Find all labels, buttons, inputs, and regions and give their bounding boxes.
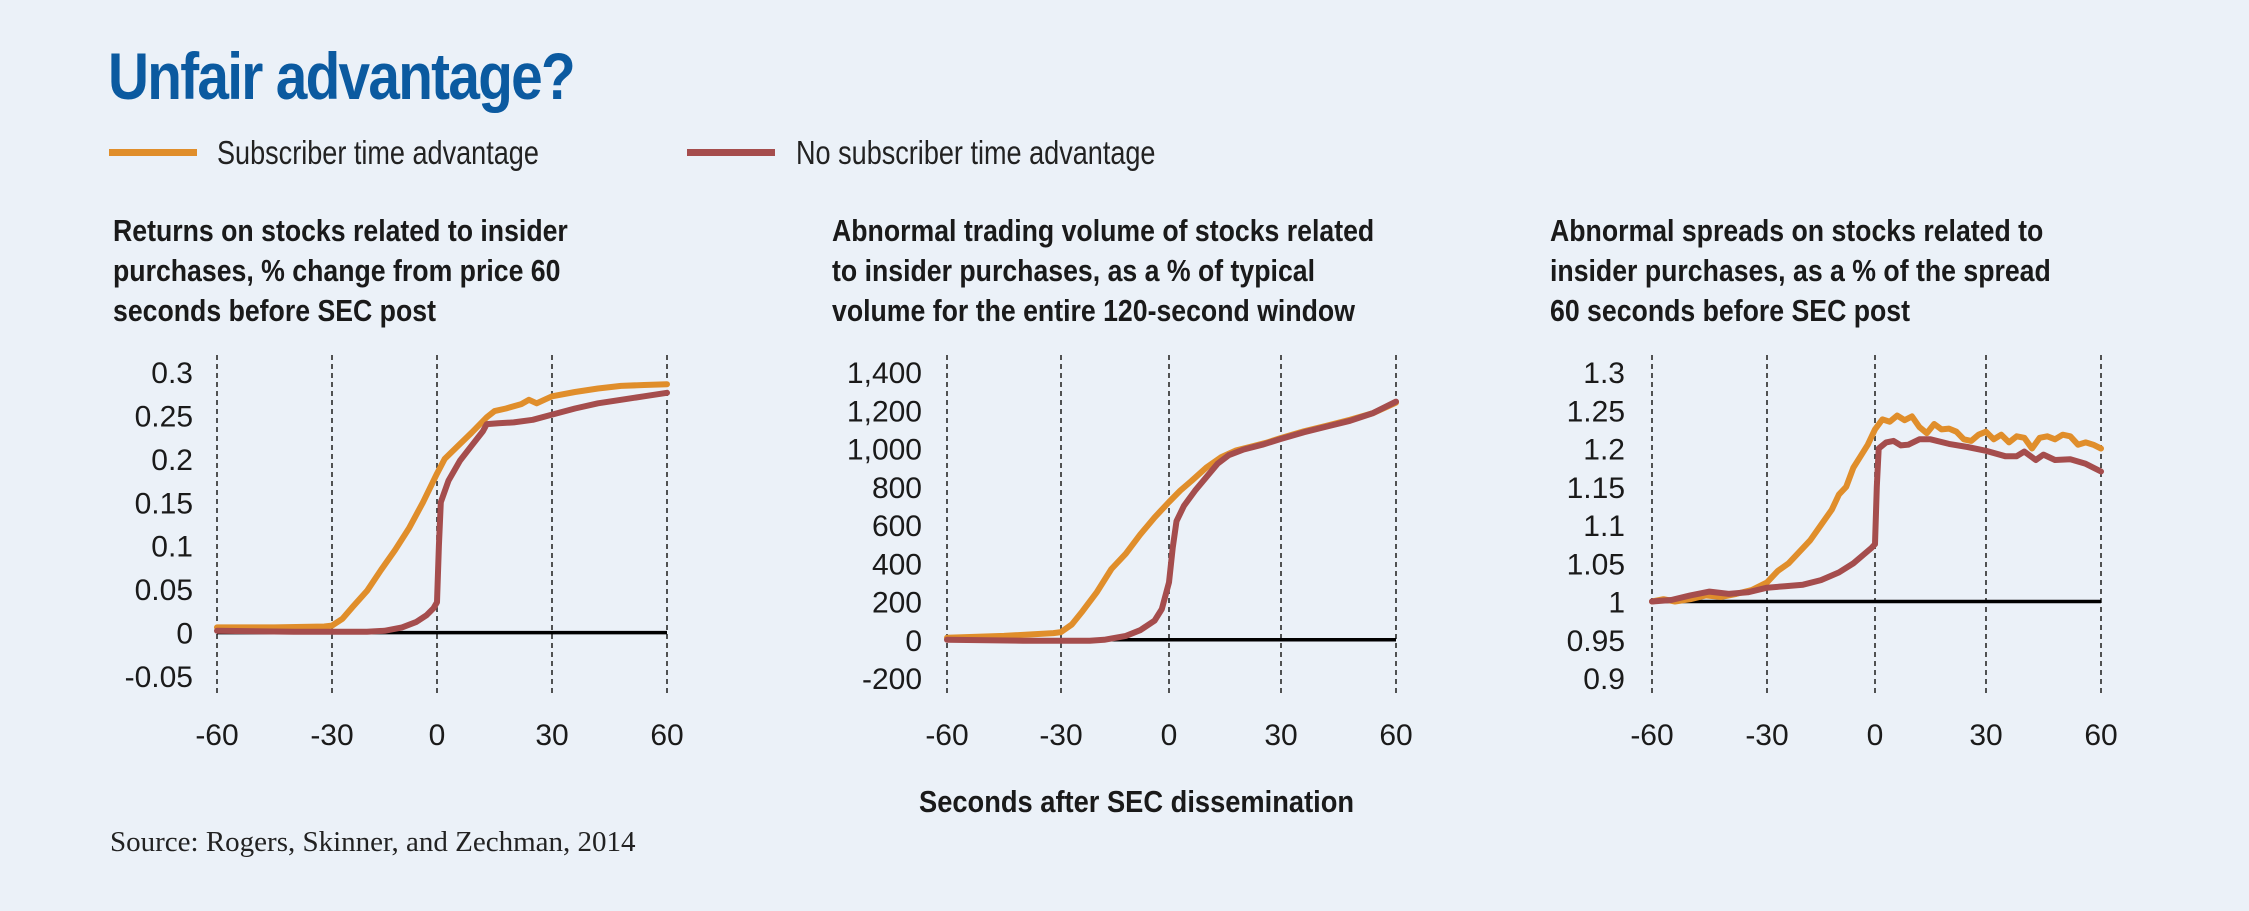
chart-2-title-line: volume for the entire 120-second window xyxy=(832,293,1355,328)
y-tick-label: 0.15 xyxy=(135,487,193,520)
x-tick-label: 0 xyxy=(1161,719,1178,752)
series-line-no-subscriber xyxy=(1649,436,2104,605)
y-tick-label: 0.2 xyxy=(151,444,193,477)
y-tick-label: 1,200 xyxy=(847,395,922,428)
legend-swatch-subscriber xyxy=(109,149,197,156)
legend-label-no-subscriber: No subscriber time advantage xyxy=(796,134,1156,171)
series-line-no-subscriber xyxy=(214,389,670,635)
y-tick-label: 0.95 xyxy=(1567,625,1625,658)
y-tick-label: 1.1 xyxy=(1583,510,1625,543)
x-tick-label: -60 xyxy=(195,719,238,752)
chart-3-title: Abnormal spreads on stocks related to in… xyxy=(1550,211,2051,331)
x-tick-label: -30 xyxy=(1039,719,1082,752)
y-tick-label: 1,000 xyxy=(847,434,922,467)
series-line-subscriber xyxy=(944,399,1399,641)
chart-1-title-line: purchases, % change from price 60 xyxy=(113,253,561,288)
legend-label-subscriber: Subscriber time advantage xyxy=(217,134,539,171)
y-tick-label: 1,400 xyxy=(847,357,922,390)
x-axis-title: Seconds after SEC dissemination xyxy=(919,784,1355,819)
y-tick-label: 400 xyxy=(872,548,922,581)
y-tick-label: -200 xyxy=(862,663,922,696)
x-tick-label: -60 xyxy=(1630,719,1673,752)
x-tick-label: 60 xyxy=(1379,719,1412,752)
legend-swatch-no-subscriber xyxy=(687,149,775,156)
chart-3-title-line: 60 seconds before SEC post xyxy=(1550,293,1911,328)
x-tick-label: 60 xyxy=(650,719,683,752)
y-tick-label: 1.25 xyxy=(1567,395,1625,428)
y-tick-label: 0.3 xyxy=(151,357,193,390)
y-tick-label: 0 xyxy=(905,625,922,658)
x-tick-label: 30 xyxy=(1264,719,1297,752)
y-tick-label: 800 xyxy=(872,472,922,505)
series-line-subscriber xyxy=(1649,412,2104,605)
chart-1-title: Returns on stocks related to insider pur… xyxy=(113,211,568,331)
source-note: Source: Rogers, Skinner, and Zechman, 20… xyxy=(110,826,636,858)
y-tick-label: 1.3 xyxy=(1583,357,1625,390)
series-line-no-subscriber xyxy=(944,398,1399,644)
chart-2-title: Abnormal trading volume of stocks relate… xyxy=(832,211,1374,331)
x-tick-label: 60 xyxy=(2084,719,2117,752)
chart-2-title-line: Abnormal trading volume of stocks relate… xyxy=(832,213,1375,248)
x-tick-label: -60 xyxy=(925,719,968,752)
y-tick-label: -0.05 xyxy=(125,661,193,694)
chart-3-title-line: Abnormal spreads on stocks related to xyxy=(1550,213,2044,248)
x-tick-label: 0 xyxy=(1867,719,1884,752)
chart-3-title-line: insider purchases, as a % of the spread xyxy=(1550,253,2051,288)
y-tick-label: 0.9 xyxy=(1583,663,1625,696)
y-tick-label: 1.05 xyxy=(1567,548,1625,581)
main-title: Unfair advantage? xyxy=(108,39,576,113)
chart-2-plot: 1,400 1,200 1,000 800 600 400 200 0 -200-60 -30 0 3… xyxy=(847,355,1413,752)
chart-1-title-line: seconds before SEC post xyxy=(113,293,436,328)
chart-1-plot: 0.3 0.25 0.2 0.15 0.1 0.05 0 -0.05-60 -30 0 30 60 xyxy=(125,355,684,752)
y-tick-label: 0.25 xyxy=(135,400,193,433)
x-tick-label: -30 xyxy=(1745,719,1788,752)
chart-3-plot: 1.3 1.25 1.2 1.15 1.1 1.05 1 0.95 0.9-60 -30 0 30 60 xyxy=(1567,355,2118,752)
y-tick-label: 0.1 xyxy=(151,531,193,564)
x-tick-label: -30 xyxy=(310,719,353,752)
y-tick-label: 1.2 xyxy=(1583,434,1625,467)
y-tick-label: 200 xyxy=(872,587,922,620)
x-tick-label: 0 xyxy=(429,719,446,752)
series-line-subscriber xyxy=(214,381,670,631)
x-tick-label: 30 xyxy=(535,719,568,752)
y-tick-label: 600 xyxy=(872,510,922,543)
y-tick-label: 0 xyxy=(176,618,193,651)
y-tick-label: 0.05 xyxy=(135,574,193,607)
x-tick-label: 30 xyxy=(1969,719,2002,752)
chart-2-title-line: to insider purchases, as a % of typical xyxy=(832,253,1316,288)
chart-1-title-line: Returns on stocks related to insider xyxy=(113,213,568,248)
y-tick-label: 1.15 xyxy=(1567,472,1625,505)
y-tick-label: 1 xyxy=(1608,587,1625,620)
